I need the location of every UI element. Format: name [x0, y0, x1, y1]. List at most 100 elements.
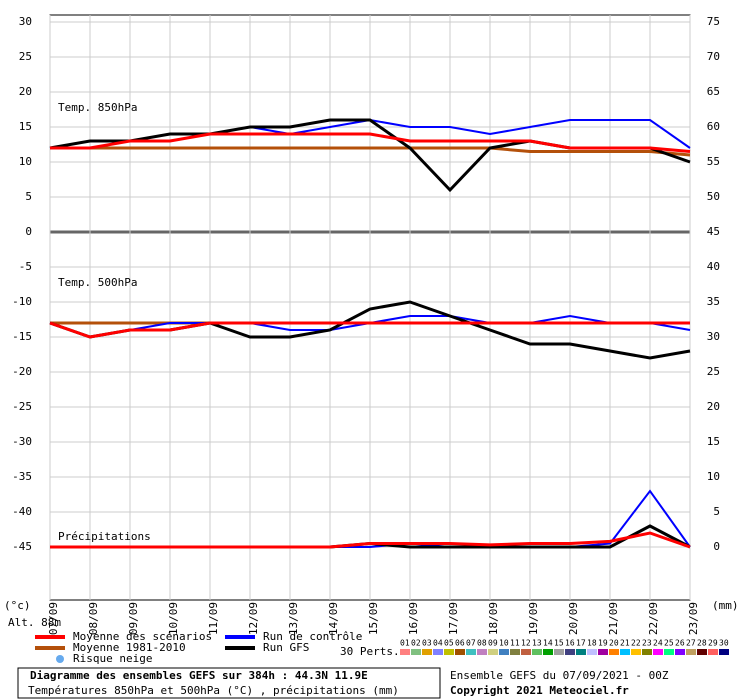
- perturbation-label: 14: [543, 639, 553, 648]
- perturbation-chip: [543, 649, 553, 655]
- copyright: Copyright 2021 Meteociel.fr: [450, 684, 629, 697]
- y-tick-label: -45: [12, 540, 32, 553]
- perturbation-label: 22: [631, 639, 641, 648]
- x-tick-label: 13/09: [287, 602, 300, 635]
- y-tick-label: 20: [19, 85, 32, 98]
- perturbation-chip: [620, 649, 630, 655]
- chart-title: Diagramme des ensembles GEFS sur 384h : …: [30, 669, 368, 682]
- y-tick-label: 25: [19, 50, 32, 63]
- y-tick-label: -30: [12, 435, 32, 448]
- legend-label: Run GFS: [263, 641, 309, 654]
- run-info: Ensemble GEFS du 07/09/2021 - 00Z: [450, 669, 669, 682]
- series-line: [49, 321, 690, 339]
- perturbation-chip: [664, 649, 674, 655]
- perturbation-chip: [587, 649, 597, 655]
- perturbation-chip: [642, 649, 652, 655]
- x-tick-label: 11/09: [207, 602, 220, 635]
- y2-tick-label: 50: [707, 190, 720, 203]
- y2-tick-label: 0: [713, 540, 720, 553]
- perturbation-chip: [631, 649, 641, 655]
- perturbation-chip: [433, 649, 443, 655]
- perturbation-chip: [477, 649, 487, 655]
- perturbation-label: 08: [477, 639, 487, 648]
- y-unit: (°c): [4, 599, 31, 612]
- perturbation-label: 03: [422, 639, 432, 648]
- perturbation-label: 24: [653, 639, 663, 648]
- y2-tick-label: 45: [707, 225, 720, 238]
- perturbation-chip: [708, 649, 718, 655]
- y-tick-label: -40: [12, 505, 32, 518]
- y2-tick-label: 65: [707, 85, 720, 98]
- altitude: Alt. 88m: [8, 616, 61, 629]
- y2-tick-label: 40: [707, 260, 720, 273]
- perturbation-chip: [411, 649, 421, 655]
- perturbation-chip: [488, 649, 498, 655]
- x-tick-label: 09/09: [127, 602, 140, 635]
- y-tick-label: 15: [19, 120, 32, 133]
- y2-tick-label: 55: [707, 155, 720, 168]
- perturbation-label: 20: [609, 639, 619, 648]
- x-tick-label: 18/09: [487, 602, 500, 635]
- perturbation-label: 04: [433, 639, 443, 648]
- legend-label: Risque neige: [73, 652, 152, 665]
- x-tick-label: 22/09: [647, 602, 660, 635]
- perturbation-label: 01: [400, 639, 410, 648]
- perturbation-label: 06: [455, 639, 465, 648]
- x-tick-label: 17/09: [447, 602, 460, 635]
- y2-unit: (mm): [712, 599, 739, 612]
- legend-label: Run de contrôle: [263, 630, 362, 643]
- perturbation-chip: [521, 649, 531, 655]
- perturbation-chip: [455, 649, 465, 655]
- y-tick-label: 0: [25, 225, 32, 238]
- perturbation-chip: [532, 649, 542, 655]
- perturbations-label: 30 Perts.: [340, 645, 400, 658]
- panel-label: Temp. 500hPa: [58, 276, 137, 289]
- y-tick-label: -25: [12, 400, 32, 413]
- x-tick-label: 07/09: [47, 602, 60, 635]
- y-tick-label: 5: [25, 190, 32, 203]
- perturbation-label: 17: [576, 639, 586, 648]
- y2-tick-label: 10: [707, 470, 720, 483]
- perturbation-label: 27: [686, 639, 696, 648]
- perturbation-chip: [609, 649, 619, 655]
- panel-label: Précipitations: [58, 530, 151, 543]
- perturbation-label: 05: [444, 639, 454, 648]
- perturbation-label: 29: [708, 639, 718, 648]
- perturbation-chip: [400, 649, 410, 655]
- perturbation-chip: [675, 649, 685, 655]
- series-line: [50, 531, 691, 549]
- perturbation-label: 11: [510, 639, 520, 648]
- perturbation-chip: [576, 649, 586, 655]
- perturbation-label: 02: [411, 639, 421, 648]
- y2-tick-label: 25: [707, 365, 720, 378]
- perturbation-chip: [422, 649, 432, 655]
- x-tick-label: 14/09: [327, 602, 340, 635]
- y2-tick-label: 15: [707, 435, 720, 448]
- x-tick-label: 20/09: [567, 602, 580, 635]
- perturbation-label: 09: [488, 639, 498, 648]
- x-tick-label: 21/09: [607, 602, 620, 635]
- y2-tick-label: 75: [707, 15, 720, 28]
- perturbation-label: 07: [466, 639, 476, 648]
- perturbation-chip: [510, 649, 520, 655]
- perturbation-chip: [554, 649, 564, 655]
- perturbation-label: 30: [719, 639, 729, 648]
- y-tick-label: -20: [12, 365, 32, 378]
- perturbation-chip: [499, 649, 509, 655]
- x-tick-label: 19/09: [527, 602, 540, 635]
- perturbation-label: 10: [499, 639, 509, 648]
- perturbation-label: 19: [598, 639, 608, 648]
- perturbation-chip: [686, 649, 696, 655]
- perturbation-label: 25: [664, 639, 674, 648]
- legend-icon: [56, 655, 64, 663]
- perturbation-label: 13: [532, 639, 542, 648]
- chart-subtitle: Températures 850hPa et 500hPa (°C) , pré…: [28, 684, 399, 697]
- x-tick-label: 16/09: [407, 602, 420, 635]
- series-line: [50, 132, 691, 153]
- title-box: [17, 667, 441, 699]
- y2-tick-label: 70: [707, 50, 720, 63]
- x-tick-label: 15/09: [367, 602, 380, 635]
- perturbation-label: 26: [675, 639, 685, 648]
- y-tick-label: -35: [12, 470, 32, 483]
